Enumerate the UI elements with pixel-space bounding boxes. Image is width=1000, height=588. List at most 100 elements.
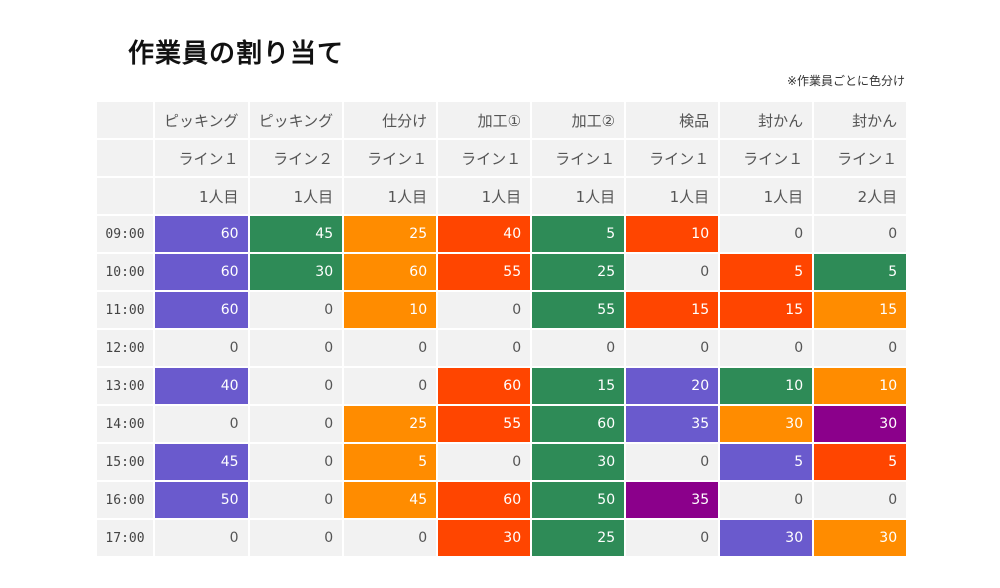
time-label: 09:00: [97, 216, 153, 252]
worker-header: 2人目: [814, 178, 907, 214]
table-row: 16:00 50 0 45 60 50 35 0 0: [97, 482, 907, 518]
heatmap-cell: 25: [532, 520, 625, 556]
heatmap-cell: 0: [155, 520, 248, 556]
heatmap-cell: 0: [814, 482, 907, 518]
line-header: ライン１: [438, 140, 531, 176]
heatmap-cell: 60: [155, 292, 248, 328]
heatmap-cell: 0: [344, 520, 437, 556]
heatmap-cell: 0: [626, 330, 719, 366]
table-row: 15:00 45 0 5 0 30 0 5 5: [97, 444, 907, 480]
heatmap-cell: 0: [249, 406, 343, 442]
process-header: 封かん: [720, 102, 813, 138]
heatmap-cell: 30: [720, 406, 813, 442]
heatmap-cell: 0: [249, 368, 343, 404]
process-header: 封かん: [814, 102, 907, 138]
line-header: ライン１: [155, 140, 248, 176]
heatmap-cell: 0: [814, 216, 907, 252]
heatmap-cell: 0: [720, 216, 813, 252]
worker-header: 1人目: [626, 178, 719, 214]
heatmap-cell: 0: [626, 254, 719, 290]
heatmap-cell: 50: [155, 482, 248, 518]
line-header: ライン１: [344, 140, 437, 176]
heatmap-cell: 10: [344, 292, 437, 328]
heatmap-cell: 0: [249, 482, 343, 518]
time-label: 15:00: [97, 444, 153, 480]
process-header: ピッキング: [249, 102, 343, 138]
line-header: ライン１: [814, 140, 907, 176]
heatmap-cell: 5: [344, 444, 437, 480]
corner-cell: [97, 178, 153, 214]
table-row: 11:00 60 0 10 0 55 15 15 15: [97, 292, 907, 328]
heatmap-cell: 0: [438, 292, 531, 328]
time-label: 12:00: [97, 330, 153, 366]
heatmap-cell: 45: [344, 482, 437, 518]
heatmap-cell: 0: [720, 482, 813, 518]
heatmap-cell: 60: [155, 254, 248, 290]
heatmap-cell: 0: [344, 368, 437, 404]
heatmap-cell: 30: [720, 520, 813, 556]
heatmap-cell: 0: [344, 330, 437, 366]
line-header: ライン１: [720, 140, 813, 176]
heatmap-cell: 35: [626, 482, 719, 518]
heatmap-cell: 25: [344, 216, 437, 252]
heatmap-cell: 25: [344, 406, 437, 442]
heatmap-cell: 20: [626, 368, 719, 404]
heatmap-cell: 45: [155, 444, 248, 480]
worker-header: 1人目: [344, 178, 437, 214]
heatmap-cell: 0: [532, 330, 625, 366]
heatmap-cell: 30: [814, 520, 907, 556]
time-label: 14:00: [97, 406, 153, 442]
heatmap-cell: 0: [249, 330, 343, 366]
heatmap-cell: 15: [814, 292, 907, 328]
worker-header: 1人目: [155, 178, 248, 214]
time-label: 13:00: [97, 368, 153, 404]
table-row: 10:00 60 30 60 55 25 0 5 5: [97, 254, 907, 290]
heatmap-cell: 0: [155, 406, 248, 442]
line-header: ライン１: [532, 140, 625, 176]
page-title: 作業員の割り当て: [128, 39, 345, 69]
heatmap-cell: 55: [438, 254, 531, 290]
heatmap-cell: 0: [438, 330, 531, 366]
line-header: ライン２: [249, 140, 343, 176]
table-row: 12:00 0 0 0 0 0 0 0 0: [97, 330, 907, 366]
color-note: ※作業員ごとに色分け: [786, 74, 905, 88]
heatmap-cell: 60: [438, 368, 531, 404]
worker-header: 1人目: [249, 178, 343, 214]
heatmap-cell: 10: [626, 216, 719, 252]
heatmap-cell: 0: [814, 330, 907, 366]
heatmap-cell: 5: [814, 254, 907, 290]
worker-header: 1人目: [532, 178, 625, 214]
time-label: 16:00: [97, 482, 153, 518]
corner-cell: [97, 140, 153, 176]
table-row: 17:00 0 0 0 30 25 0 30 30: [97, 520, 907, 556]
line-header: ライン１: [626, 140, 719, 176]
heatmap-cell: 40: [155, 368, 248, 404]
heatmap-cell: 5: [814, 444, 907, 480]
worker-header: 1人目: [438, 178, 531, 214]
heatmap-cell: 35: [626, 406, 719, 442]
assignment-table: ピッキング ピッキング 仕分け 加工① 加工② 検品 封かん 封かん ライン１ ライン２ ライン１ ラ…: [95, 100, 908, 558]
heatmap-cell: 5: [720, 254, 813, 290]
heatmap-cell: 30: [532, 444, 625, 480]
heatmap-cell: 60: [344, 254, 437, 290]
heatmap-cell: 0: [249, 444, 343, 480]
process-header-row: ピッキング ピッキング 仕分け 加工① 加工② 検品 封かん 封かん: [97, 102, 907, 138]
process-header: 加工①: [438, 102, 531, 138]
heatmap-cell: 15: [720, 292, 813, 328]
heatmap-cell: 55: [438, 406, 531, 442]
heatmap-cell: 60: [532, 406, 625, 442]
line-header-row: ライン１ ライン２ ライン１ ライン１ ライン１ ライン１ ライン１ ライン１: [97, 140, 907, 176]
heatmap-cell: 5: [532, 216, 625, 252]
worker-header-row: 1人目 1人目 1人目 1人目 1人目 1人目 1人目 2人目: [97, 178, 907, 214]
heatmap-cell: 0: [720, 330, 813, 366]
heatmap-cell: 50: [532, 482, 625, 518]
heatmap-cell: 40: [438, 216, 531, 252]
heatmap-cell: 25: [532, 254, 625, 290]
process-header: ピッキング: [155, 102, 248, 138]
heatmap-cell: 5: [720, 444, 813, 480]
heatmap-cell: 55: [532, 292, 625, 328]
heatmap-cell: 10: [720, 368, 813, 404]
heatmap-cell: 10: [814, 368, 907, 404]
table-row: 13:00 40 0 0 60 15 20 10 10: [97, 368, 907, 404]
heatmap-cell: 0: [249, 292, 343, 328]
